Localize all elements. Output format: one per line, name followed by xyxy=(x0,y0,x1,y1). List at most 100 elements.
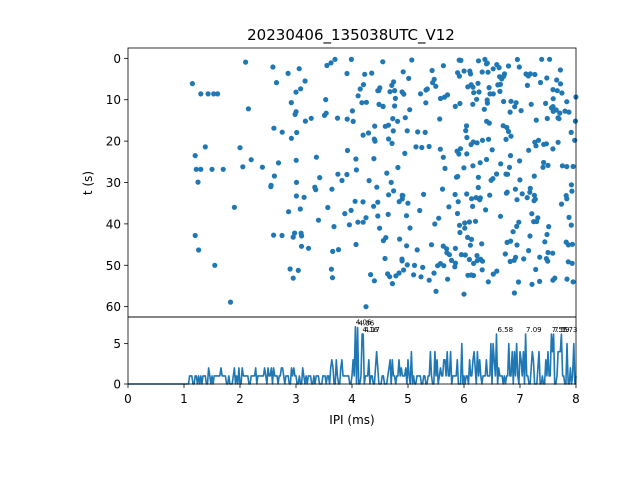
histogram-axes: 4.064.064.164.17 6.58 7.09 7.557.597.73 05 … xyxy=(113,316,580,427)
scatter-point xyxy=(452,245,458,251)
scatter-point xyxy=(485,69,491,75)
scatter-point xyxy=(511,257,517,263)
scatter-point xyxy=(554,77,560,83)
scatter-point xyxy=(531,198,537,204)
scatter-point xyxy=(542,239,548,245)
scatter-point xyxy=(464,151,470,157)
scatter-point xyxy=(335,247,342,253)
scatter-point xyxy=(389,140,395,146)
scatter-point xyxy=(566,109,572,115)
scatter-point xyxy=(363,99,369,105)
scatter-point xyxy=(564,196,570,202)
scatter-point xyxy=(389,82,395,88)
scatter-point xyxy=(487,192,493,198)
scatter-point xyxy=(470,101,476,107)
scatter-point xyxy=(572,118,579,124)
scatter-point xyxy=(295,267,301,273)
scatter-point xyxy=(357,86,363,92)
scatter-point xyxy=(550,277,556,283)
scatter-point xyxy=(365,130,372,136)
scatter-point xyxy=(211,91,217,97)
scatter-point xyxy=(486,85,492,91)
scatter-point xyxy=(353,156,359,162)
scatter-point xyxy=(328,60,334,66)
scatter-point xyxy=(475,174,481,180)
scatter-point xyxy=(446,204,452,210)
scatter-point xyxy=(355,93,361,99)
scatter-point xyxy=(329,275,336,281)
scatter-point xyxy=(506,164,513,170)
scatter-point xyxy=(331,224,337,230)
scatter-point xyxy=(518,108,524,114)
scatter-point xyxy=(437,116,443,122)
scatter-point xyxy=(323,110,329,116)
scatter-y-ticks: 0 10 20 30 40 50 60 xyxy=(106,52,128,314)
scatter-point xyxy=(540,164,546,170)
scatter-point xyxy=(324,62,330,69)
scatter-point xyxy=(484,97,490,103)
scatter-point xyxy=(293,193,299,199)
scatter-point xyxy=(302,118,308,124)
scatter-point xyxy=(479,69,485,75)
scatter-point xyxy=(302,78,308,84)
scatter-point xyxy=(409,57,415,63)
scatter-point xyxy=(558,201,565,207)
scatter-point xyxy=(562,108,568,114)
peak-label: 7.55 xyxy=(552,326,568,334)
scatter-point xyxy=(483,207,489,213)
scatter-point xyxy=(515,279,522,285)
scatter-point xyxy=(350,118,356,124)
scatter-point xyxy=(474,96,480,102)
scatter-point xyxy=(392,103,398,109)
scatter-point xyxy=(545,249,551,256)
scatter-point xyxy=(456,73,462,79)
peak-label: 7.73 xyxy=(562,326,578,334)
scatter-point xyxy=(396,199,402,205)
scatter-point xyxy=(533,266,539,273)
scatter-point xyxy=(504,239,510,245)
scatter-point xyxy=(360,199,366,205)
scatter-point xyxy=(437,146,443,152)
scatter-point xyxy=(468,236,475,242)
scatter-point xyxy=(248,157,254,163)
scatter-point xyxy=(557,110,563,116)
scatter-point xyxy=(527,185,533,191)
scatter-point xyxy=(569,241,576,247)
peak-label: 4.16 xyxy=(363,326,379,334)
scatter-point xyxy=(566,214,572,220)
scatter-point xyxy=(474,253,480,259)
scatter-point xyxy=(392,95,398,101)
scatter-point xyxy=(435,263,441,269)
scatter-point xyxy=(405,200,411,206)
scatter-point xyxy=(470,203,476,209)
scatter-point xyxy=(377,225,383,231)
scatter-point xyxy=(298,230,304,236)
scatter-point xyxy=(279,232,285,239)
scatter-point xyxy=(371,156,377,162)
scatter-point xyxy=(513,100,519,106)
scatter-point xyxy=(429,67,435,74)
scatter-point xyxy=(461,165,467,171)
scatter-point xyxy=(547,56,553,62)
scatter-point xyxy=(531,173,537,179)
scatter-point xyxy=(375,199,381,205)
scatter-y-tick-label: 40 xyxy=(106,217,121,231)
histogram-x-tick-label: 5 xyxy=(404,392,412,406)
scatter-point xyxy=(523,71,529,77)
scatter-point xyxy=(298,86,304,92)
scatter-point xyxy=(360,82,367,88)
scatter-point xyxy=(524,195,530,201)
scatter-point xyxy=(237,145,243,151)
scatter-point xyxy=(360,219,366,225)
scatter-point xyxy=(292,111,298,117)
scatter-y-tick-label: 10 xyxy=(106,93,121,107)
scatter-point xyxy=(466,219,472,225)
scatter-point xyxy=(501,73,507,79)
scatter-point xyxy=(205,91,211,97)
scatter-point xyxy=(526,147,532,153)
scatter-point xyxy=(290,234,296,240)
scatter-point xyxy=(202,144,208,150)
scatter-point xyxy=(428,242,435,248)
peak-label: 4.06 xyxy=(359,319,375,327)
